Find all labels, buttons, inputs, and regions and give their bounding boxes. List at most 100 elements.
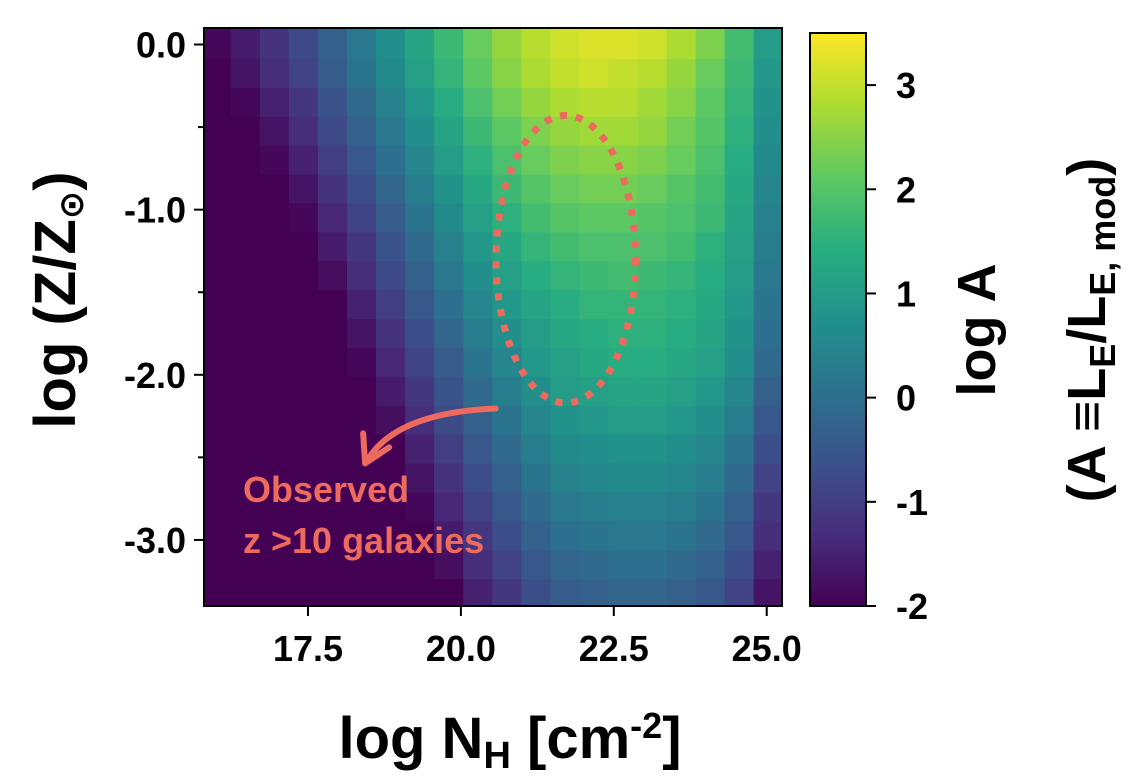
annotation-arrowhead [360, 430, 393, 467]
heatmap-cell [346, 376, 377, 407]
heatmap-cell [405, 492, 435, 522]
heatmap-cell [434, 261, 464, 291]
observed-region-ellipse [492, 112, 640, 407]
heatmap-cell [608, 579, 639, 606]
heatmap-cell [666, 58, 697, 89]
heatmap-cell [288, 58, 319, 89]
heatmap-cell [550, 492, 580, 522]
heatmap-cell [753, 579, 782, 606]
heatmap-cell [492, 579, 522, 606]
heatmap-cell [204, 87, 232, 118]
heatmap-cell [317, 405, 348, 436]
heatmap-cell [695, 174, 726, 205]
heatmap-cell [521, 579, 551, 606]
heatmap-cell [405, 203, 435, 233]
heatmap-cell [492, 58, 522, 89]
heatmap-cell [204, 319, 232, 349]
heatmap-cell [317, 87, 348, 118]
heatmap-cell [317, 463, 348, 494]
heatmap-cell [346, 579, 377, 606]
heatmap-cell [259, 376, 290, 407]
heatmap-cell [724, 232, 755, 262]
x-tick-label: 25.0 [732, 628, 802, 669]
heatmap-cell [637, 87, 668, 118]
heatmap-cell [259, 116, 290, 147]
heatmap-cell [230, 550, 261, 580]
heatmap-cell [492, 28, 522, 60]
heatmap-cell [608, 28, 639, 60]
heatmap-cell [666, 347, 697, 378]
heatmap-cell [608, 58, 639, 89]
heatmap-cell [230, 290, 261, 320]
heatmap-cell [579, 232, 610, 262]
heatmap-cell [521, 87, 551, 118]
heatmap-cell [753, 232, 782, 262]
heatmap-cell [434, 434, 464, 465]
heatmap-cell [346, 232, 377, 262]
heatmap-cell [317, 232, 348, 262]
x-axis-label: log NH [cm-2] [338, 705, 681, 777]
heatmap-cell [753, 28, 782, 60]
heatmap-cell [346, 405, 377, 436]
heatmap-cell [521, 58, 551, 89]
heatmap-cell [550, 347, 580, 378]
heatmap-cell [463, 463, 493, 494]
heatmap-cell [637, 550, 668, 580]
heatmap-cell [346, 463, 377, 494]
heatmap-cell [637, 463, 668, 494]
heatmap-cell [753, 174, 782, 205]
heatmap-cell [637, 347, 668, 378]
heatmap-cell [579, 376, 610, 407]
heatmap-cell [637, 261, 668, 291]
heatmap-cell [550, 232, 580, 262]
annotation-text-line1: Observed [243, 469, 409, 510]
heatmap-cell [521, 290, 551, 320]
heatmap-cell [463, 174, 493, 205]
heatmap-cell [376, 87, 406, 118]
heatmap-cell [492, 376, 522, 407]
heatmap-cell [695, 521, 726, 551]
heatmap-cell [463, 319, 493, 349]
heatmap-cell [724, 319, 755, 349]
heatmap-cell [666, 319, 697, 349]
heatmap-cell [346, 203, 377, 233]
heatmap-cell [724, 550, 755, 580]
heatmap-cell [695, 579, 726, 606]
heatmap-cell [753, 405, 782, 436]
heatmap-cell [317, 290, 348, 320]
heatmap-cell [463, 550, 493, 580]
heatmap-cell [608, 463, 639, 494]
heatmap-cell [753, 290, 782, 320]
heatmap-cell [637, 521, 668, 551]
heatmap-cell [230, 232, 261, 262]
heatmap-cell [230, 174, 261, 205]
heatmap-cell [753, 87, 782, 118]
heatmap-cell [637, 405, 668, 436]
heatmap-cell [521, 203, 551, 233]
heatmap-cell [376, 145, 406, 176]
heatmap-cell [666, 261, 697, 291]
heatmap-cell [666, 521, 697, 551]
heatmap-cell [405, 261, 435, 291]
heatmap-cell [724, 347, 755, 378]
heatmap-cell [521, 145, 551, 176]
heatmap-cell [288, 463, 319, 494]
heatmap-cell [434, 145, 464, 176]
heatmap-cell [666, 290, 697, 320]
heatmap-cell [434, 319, 464, 349]
heatmap-cell [204, 492, 232, 522]
heatmap-cell [521, 550, 551, 580]
heatmap-cell [753, 434, 782, 465]
heatmap-cell [463, 58, 493, 89]
heatmap-cell [376, 463, 406, 494]
heatmap-cell [724, 521, 755, 551]
y-tick-label: 0.0 [136, 25, 186, 66]
heatmap-cell [666, 492, 697, 522]
heatmap-cell [204, 145, 232, 176]
heatmap-cell [695, 116, 726, 147]
heatmap-cell [666, 376, 697, 407]
heatmap-cell [521, 492, 551, 522]
heatmap-cell [724, 87, 755, 118]
heatmap-cell [204, 232, 232, 262]
heatmap-cell [376, 116, 406, 147]
